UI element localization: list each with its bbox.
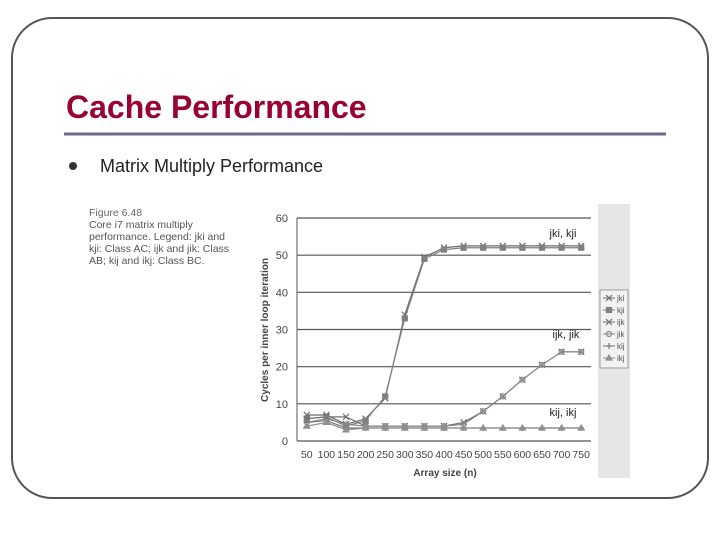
marker bbox=[578, 244, 585, 251]
x-tick-label: 700 bbox=[553, 449, 571, 461]
marker bbox=[302, 421, 311, 429]
y-tick-label: 50 bbox=[276, 250, 288, 262]
marker bbox=[382, 393, 389, 400]
legend-label: jik bbox=[616, 330, 626, 339]
marker bbox=[537, 423, 547, 431]
slide-border bbox=[11, 17, 709, 499]
y-tick-label: 0 bbox=[282, 436, 288, 448]
legend-label: ijk bbox=[617, 318, 626, 327]
marker bbox=[421, 255, 428, 262]
marker bbox=[498, 423, 507, 431]
y-tick-label: 30 bbox=[276, 325, 288, 337]
x-axis-title: Array size (n) bbox=[413, 468, 476, 479]
x-tick-label: 450 bbox=[455, 449, 473, 461]
figure-caption-block: Figure 6.48 Core i7 matrix multiply perf… bbox=[89, 207, 231, 267]
marker bbox=[439, 423, 449, 431]
marker bbox=[519, 376, 526, 383]
bullet-text: Matrix Multiply Performance bbox=[100, 156, 323, 176]
annotation: kij, ikj bbox=[550, 407, 577, 419]
figure-label: Figure 6.48 bbox=[89, 207, 143, 219]
y-tick-label: 10 bbox=[276, 399, 288, 411]
marker bbox=[606, 343, 612, 349]
y-axis-title: Cycles per inner loop iteration bbox=[260, 258, 271, 402]
marker bbox=[362, 417, 369, 424]
marker bbox=[480, 244, 487, 251]
y-tick-label: 60 bbox=[276, 213, 288, 225]
x-tick-label: 100 bbox=[318, 449, 336, 461]
annotation: jki, kji bbox=[549, 228, 577, 240]
marker bbox=[577, 423, 586, 431]
marker bbox=[381, 423, 390, 431]
x-tick-label: 150 bbox=[337, 449, 355, 461]
x-tick-label: 200 bbox=[357, 449, 375, 461]
marker bbox=[459, 423, 468, 431]
marker bbox=[440, 246, 448, 253]
marker bbox=[480, 408, 487, 415]
figure-caption: Core i7 matrix multiply performance. Leg… bbox=[89, 219, 230, 267]
marker bbox=[519, 244, 526, 251]
marker bbox=[605, 318, 613, 326]
marker bbox=[604, 353, 614, 361]
marker bbox=[499, 244, 506, 251]
marker bbox=[460, 244, 467, 251]
x-tick-label: 550 bbox=[494, 449, 512, 461]
marker bbox=[578, 348, 585, 355]
y-tick-label: 40 bbox=[276, 287, 288, 299]
marker bbox=[342, 413, 350, 421]
marker bbox=[341, 425, 351, 433]
marker bbox=[400, 423, 409, 431]
marker bbox=[558, 244, 565, 251]
x-tick-label: 50 bbox=[301, 449, 313, 461]
legend-label: ikj bbox=[617, 354, 625, 363]
marker bbox=[479, 423, 488, 431]
x-tick-label: 250 bbox=[376, 449, 394, 461]
y-tick-label: 20 bbox=[276, 362, 288, 374]
marker bbox=[361, 423, 370, 431]
marker bbox=[518, 423, 527, 431]
legend-label: kji bbox=[617, 306, 625, 315]
legend-box bbox=[599, 289, 629, 369]
legend-label: jki bbox=[616, 294, 625, 303]
annotation: ijk, jik bbox=[553, 329, 580, 341]
x-tick-label: 650 bbox=[533, 449, 551, 461]
marker bbox=[538, 361, 546, 368]
marker bbox=[499, 393, 506, 400]
marker bbox=[558, 348, 565, 355]
series-line bbox=[306, 245, 582, 425]
series-line bbox=[306, 247, 582, 427]
slide-title: Cache Performance bbox=[66, 89, 367, 125]
marker bbox=[605, 306, 613, 314]
marker bbox=[420, 423, 429, 431]
x-tick-label: 350 bbox=[416, 449, 434, 461]
marker bbox=[605, 330, 613, 338]
marker bbox=[557, 423, 566, 431]
marker bbox=[322, 418, 331, 426]
x-tick-label: 750 bbox=[572, 449, 590, 461]
x-tick-label: 600 bbox=[514, 449, 532, 461]
x-tick-label: 400 bbox=[435, 449, 453, 461]
marker bbox=[401, 315, 408, 322]
legend-label: kij bbox=[617, 342, 625, 351]
marker bbox=[538, 244, 546, 251]
x-tick-label: 300 bbox=[396, 449, 414, 461]
bullet-dot bbox=[69, 162, 77, 170]
marker bbox=[605, 294, 613, 302]
x-tick-label: 500 bbox=[474, 449, 492, 461]
